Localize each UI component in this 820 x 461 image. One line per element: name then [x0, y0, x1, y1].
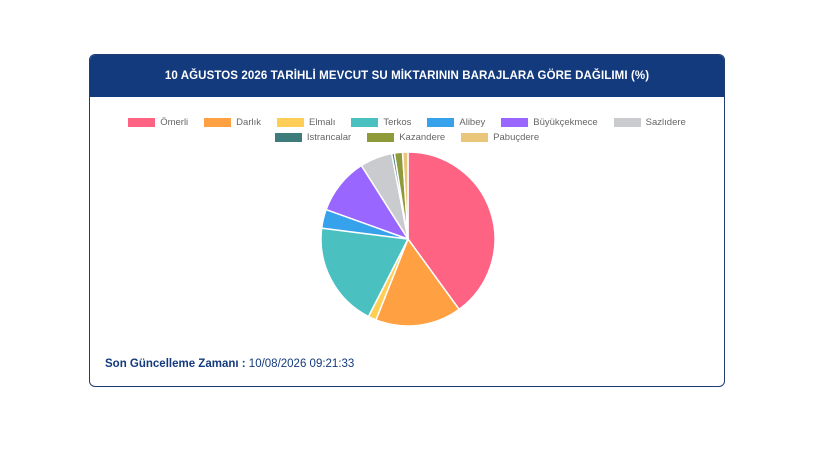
legend-item[interactable]: Ömerli: [128, 117, 188, 128]
legend-swatch: [501, 118, 529, 127]
legend-label: Istrancalar: [306, 132, 352, 143]
legend-swatch: [427, 118, 455, 127]
legend-item[interactable]: Alibey: [427, 117, 485, 128]
pie-slice[interactable]: [320, 227, 410, 318]
legend-label: Sazlıdere: [645, 117, 686, 128]
legend-label: Darlık: [236, 117, 261, 128]
chart-legend: Ömerli Darlık Elmalı Terkos Alibey Büyükçekme…: [90, 117, 724, 143]
chart-title: 10 AĞUSTOS 2026 TARİHLİ MEVCUT SU MİKTAR…: [164, 70, 650, 82]
legend-label: Ömerli: [160, 117, 189, 128]
legend-item[interactable]: Kazandere: [367, 132, 445, 143]
legend-swatch: [367, 133, 395, 142]
pie-area: [90, 149, 724, 329]
legend-item[interactable]: Sazlıdere: [613, 117, 686, 128]
last-updated-label: Son Güncelleme Zamanı :: [105, 358, 246, 370]
last-updated-value: 10/08/2026 09:21:33: [248, 358, 355, 370]
pie-slice[interactable]: [401, 151, 409, 240]
legend-item[interactable]: Istrancalar: [274, 132, 352, 143]
legend-item[interactable]: Darlık: [204, 117, 261, 128]
legend-label: Alibey: [459, 117, 486, 128]
legend-label: Pabuçdere: [493, 132, 540, 143]
card-header: 10 AĞUSTOS 2026 TARİHLİ MEVCUT SU MİKTAR…: [90, 55, 724, 97]
legend-label: Elmalı: [308, 117, 336, 128]
pie-slice[interactable]: [374, 237, 461, 327]
legend-label: Kazandere: [399, 132, 446, 143]
legend-swatch: [128, 118, 156, 127]
legend-swatch: [351, 118, 379, 127]
legend-item[interactable]: Terkos: [351, 117, 411, 128]
pie-chart: [320, 151, 496, 327]
legend-swatch: [613, 118, 641, 127]
legend-item[interactable]: Büyükçekmece: [501, 117, 598, 128]
legend-item[interactable]: Elmalı: [276, 117, 336, 128]
last-updated: Son Güncelleme Zamanı : 10/08/2026 09:21…: [105, 358, 354, 370]
pie-slice[interactable]: [407, 151, 496, 311]
legend-swatch: [461, 133, 489, 142]
chart-card: 10 AĞUSTOS 2026 TARİHLİ MEVCUT SU MİKTAR…: [89, 54, 725, 387]
legend-swatch: [204, 118, 232, 127]
legend-label: Terkos: [383, 117, 412, 128]
legend-label: Büyükçekmece: [533, 117, 598, 128]
legend-swatch: [276, 118, 304, 127]
legend-swatch: [274, 133, 302, 142]
legend-item[interactable]: Pabuçdere: [461, 132, 539, 143]
